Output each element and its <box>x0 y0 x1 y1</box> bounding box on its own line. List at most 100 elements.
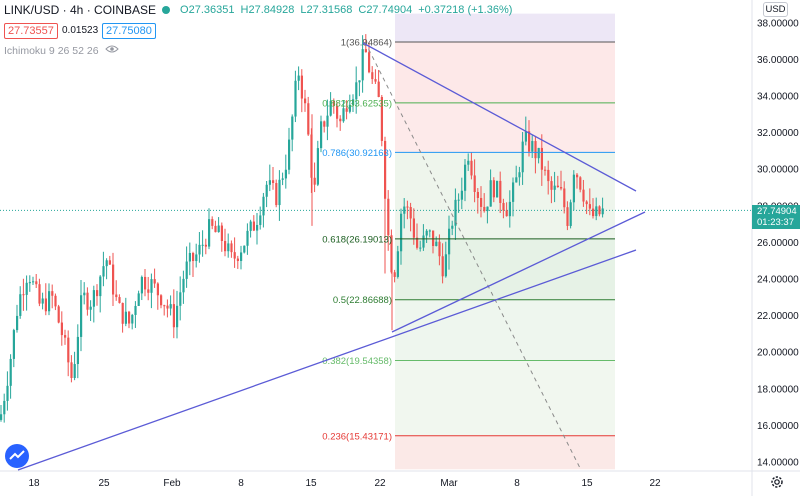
price-tick-label: 30.00000 <box>757 165 799 176</box>
candle-body <box>508 201 511 217</box>
candle-body <box>208 219 211 247</box>
candle-body <box>294 80 297 117</box>
currency-label[interactable]: USD <box>763 2 788 17</box>
candle-body <box>118 297 121 303</box>
candle-body <box>57 306 60 323</box>
price-tick-label: 22.00000 <box>757 311 799 322</box>
candle-body <box>460 190 463 200</box>
candle-body <box>496 180 499 198</box>
candle-body <box>304 98 307 104</box>
candle-body <box>48 291 51 312</box>
candle-body <box>179 292 182 306</box>
candle-body <box>438 241 441 257</box>
candle-body <box>384 140 387 199</box>
price-tick-label: 36.00000 <box>757 55 799 66</box>
buy-price: 27.75080 <box>106 25 152 37</box>
candle-body <box>115 294 118 298</box>
candle-body <box>153 279 156 284</box>
candle-body <box>51 291 54 296</box>
candle-body <box>291 116 294 140</box>
candle-body <box>320 121 323 149</box>
current-price-tag: 27.74904 01:23:37 <box>752 205 800 229</box>
ichimoku-legend[interactable]: Ichimoku 9 26 52 26 <box>4 44 119 57</box>
candle-body <box>560 187 563 189</box>
candle-body <box>224 240 227 252</box>
time-tick-label: 15 <box>581 478 593 489</box>
candle-body <box>211 219 214 226</box>
candle-body <box>457 199 460 201</box>
tradingview-logo-icon[interactable] <box>5 444 29 468</box>
ohlc-l-value: 27.31568 <box>306 4 353 16</box>
candle-body <box>515 177 518 183</box>
candle-body <box>217 225 220 233</box>
ohlc-l-label: L <box>300 4 307 16</box>
candle-body <box>108 260 111 265</box>
candle-body <box>480 197 483 207</box>
candle-body <box>588 204 591 209</box>
candle-body <box>329 100 332 116</box>
candle-body <box>176 305 179 328</box>
sell-price-badge[interactable]: 27.73557 <box>4 23 58 39</box>
candle-body <box>236 258 239 261</box>
candle-body <box>528 131 531 152</box>
candle-body <box>502 202 505 211</box>
candle-body <box>288 139 291 170</box>
candle-body <box>35 281 38 285</box>
time-tick-label: Feb <box>163 478 181 489</box>
candle-body <box>563 188 566 208</box>
candle-body <box>435 241 438 247</box>
candle-body <box>265 184 268 197</box>
candle-body <box>3 400 6 415</box>
time-tick-label: 8 <box>514 478 520 489</box>
candle-body <box>96 290 99 297</box>
candle-body <box>6 385 9 401</box>
candle-body <box>547 169 550 182</box>
candle-body <box>419 247 422 249</box>
candle-body <box>89 306 92 310</box>
candle-body <box>601 208 604 215</box>
candle-body <box>368 52 371 73</box>
ichimoku-label: Ichimoku 9 26 52 26 <box>4 44 99 57</box>
candle-body <box>464 164 467 191</box>
ohlc-c-label: C <box>358 4 367 16</box>
candle-body <box>595 206 598 217</box>
candle-body <box>243 245 246 253</box>
candle-body <box>256 224 259 231</box>
price-tick-label: 16.00000 <box>757 421 799 432</box>
candle-body <box>284 169 287 179</box>
candle-body <box>585 201 588 205</box>
candle-body <box>28 282 31 284</box>
candle-body <box>128 311 131 324</box>
candle-body <box>182 278 185 293</box>
currency-text: USD <box>765 4 786 15</box>
symbol-title: LINK/USD · 4h · COINBASE <box>4 3 157 17</box>
candle-body <box>336 105 339 119</box>
candle-body <box>134 305 137 315</box>
candle-body <box>22 294 25 296</box>
candle-body <box>342 108 345 122</box>
candle-body <box>131 314 134 324</box>
candle-body <box>188 253 191 262</box>
candle-body <box>358 80 361 83</box>
fib-zone-7 <box>395 435 615 470</box>
buy-price-badge[interactable]: 27.75080 <box>102 23 156 39</box>
candle-body <box>278 179 281 206</box>
price-tick-label: 38.00000 <box>757 18 799 29</box>
candle-body <box>86 292 89 310</box>
eye-icon[interactable] <box>104 44 119 57</box>
candle-body <box>473 175 476 192</box>
candle-body <box>326 115 329 127</box>
candle-body <box>425 230 428 236</box>
gear-icon[interactable] <box>769 474 785 490</box>
candle-body <box>592 208 595 217</box>
ohlc-change: +0.37218 (+1.36%) <box>418 4 513 16</box>
candle-body <box>432 230 435 247</box>
triangle-support-trendline <box>391 211 646 333</box>
candle-body <box>371 72 374 80</box>
price-tick-label: 34.00000 <box>757 92 799 103</box>
candle-body <box>352 99 355 105</box>
candle-body <box>470 160 473 176</box>
fib-label-1: 0.882(33.62535) <box>322 98 392 109</box>
candle-body <box>169 304 172 309</box>
